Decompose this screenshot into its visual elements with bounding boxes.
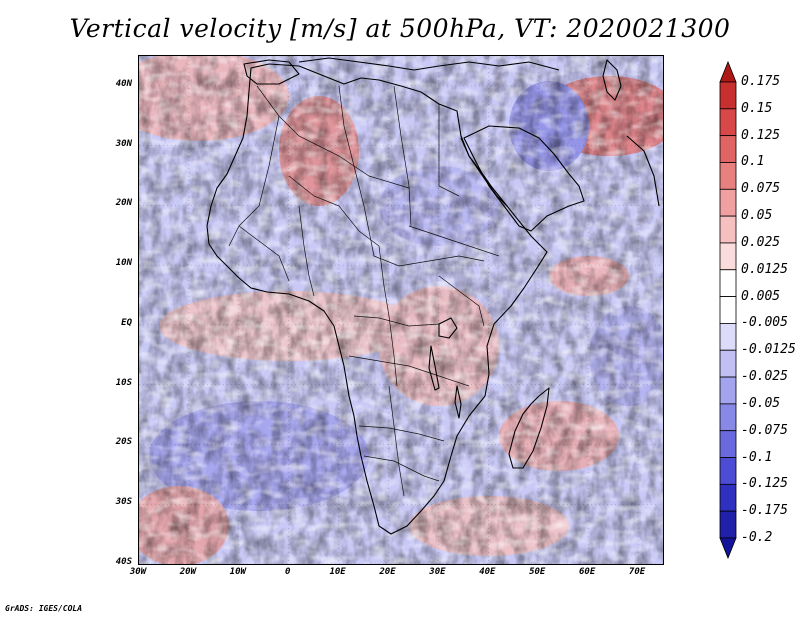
- colorbar-swatch: [719, 510, 737, 539]
- colorbar-swatch: [719, 376, 737, 405]
- iberia-coastline: [243, 59, 300, 85]
- colorbar-label: 0.05: [741, 208, 773, 224]
- colorbar-label: 0.025: [741, 234, 781, 250]
- colorbar-swatch: [719, 215, 737, 244]
- footer-credit: GrADS: IGES/COLA: [5, 604, 83, 613]
- lake-malawi: [454, 385, 462, 419]
- lake-tanganyika: [428, 345, 440, 391]
- longitude-label: 10W: [229, 567, 246, 577]
- colorbar-swatch: [719, 349, 737, 378]
- colorbar-swatch: [719, 403, 737, 432]
- country-borders: [228, 85, 500, 497]
- colorbar-top-arrow: [719, 60, 737, 83]
- latitude-label: 10S: [115, 377, 132, 388]
- latitude-label: 40S: [115, 557, 132, 567]
- colorbar-swatch: [719, 135, 737, 163]
- colorbar-label: -0.075: [741, 422, 788, 438]
- africa-coastline: [206, 63, 548, 535]
- colorbar-label: -0.125: [741, 476, 788, 492]
- lake-victoria: [438, 317, 458, 339]
- colorbar-label: -0.005: [741, 315, 788, 331]
- colorbar-swatch: [719, 242, 737, 271]
- colorbar-swatch: [719, 108, 737, 137]
- colorbar-label: -0.0125: [741, 342, 796, 358]
- longitude-label: 0: [284, 567, 291, 577]
- colorbar-label: 0.0125: [741, 261, 788, 277]
- colorbar-label: 0.1: [741, 154, 765, 170]
- longitude-label: 50E: [529, 567, 546, 577]
- latitude-label: 40N: [115, 78, 132, 89]
- red-sea: [460, 137, 508, 207]
- graticule: [139, 56, 663, 564]
- colorbar-swatch: [719, 269, 737, 297]
- mediterranean-north: [298, 57, 560, 71]
- longitude-label: 30E: [429, 567, 446, 577]
- latitude-label: 30S: [115, 497, 132, 508]
- colorbar-label: -0.025: [741, 369, 788, 385]
- latitude-label: 30N: [115, 138, 132, 149]
- colorbar-label: -0.1: [741, 449, 773, 465]
- latitude-label: 20N: [115, 198, 132, 209]
- colorbar: [715, 60, 755, 560]
- caspian: [602, 59, 622, 101]
- colorbar-bottom-arrow: [719, 537, 737, 560]
- latitude-label: EQ: [121, 317, 132, 328]
- india-coast: [626, 135, 660, 207]
- colorbar-label: 0.075: [741, 181, 781, 197]
- longitude-label: 10E: [329, 567, 346, 577]
- colorbar-swatch: [719, 296, 737, 324]
- colorbar-swatch: [719, 162, 737, 190]
- longitude-label: 30W: [129, 567, 147, 577]
- longitude-label: 60E: [579, 567, 596, 577]
- longitude-label: 20W: [179, 567, 197, 577]
- colorbar-swatch: [719, 323, 737, 351]
- madagascar-coastline: [508, 387, 550, 469]
- colorbar-swatch: [719, 81, 737, 110]
- map-panel: [138, 55, 664, 565]
- map-title: Vertical velocity [m/s] at 500hPa, VT: 2…: [69, 14, 731, 43]
- colorbar-swatch: [719, 483, 737, 512]
- colorbar-label: -0.2: [741, 530, 773, 545]
- latitude-label: 20S: [115, 437, 132, 448]
- coastlines: [206, 57, 660, 535]
- colorbar-swatch: [719, 430, 737, 458]
- longitude-label: 70E: [628, 567, 646, 577]
- latitude-label: 10N: [115, 258, 132, 269]
- colorbar-label: 0.005: [741, 288, 781, 304]
- colorbar-label: -0.175: [741, 503, 788, 519]
- colorbar-swatch: [719, 188, 737, 217]
- colorbar-label: -0.05: [741, 395, 781, 411]
- colorbar-label: 0.125: [741, 127, 781, 143]
- longitude-label: 20E: [379, 567, 396, 577]
- colorbar-swatch: [719, 457, 737, 485]
- colorbar-label: 0.15: [741, 100, 773, 116]
- longitude-label: 40E: [479, 567, 496, 577]
- colorbar-label: 0.175: [741, 74, 781, 89]
